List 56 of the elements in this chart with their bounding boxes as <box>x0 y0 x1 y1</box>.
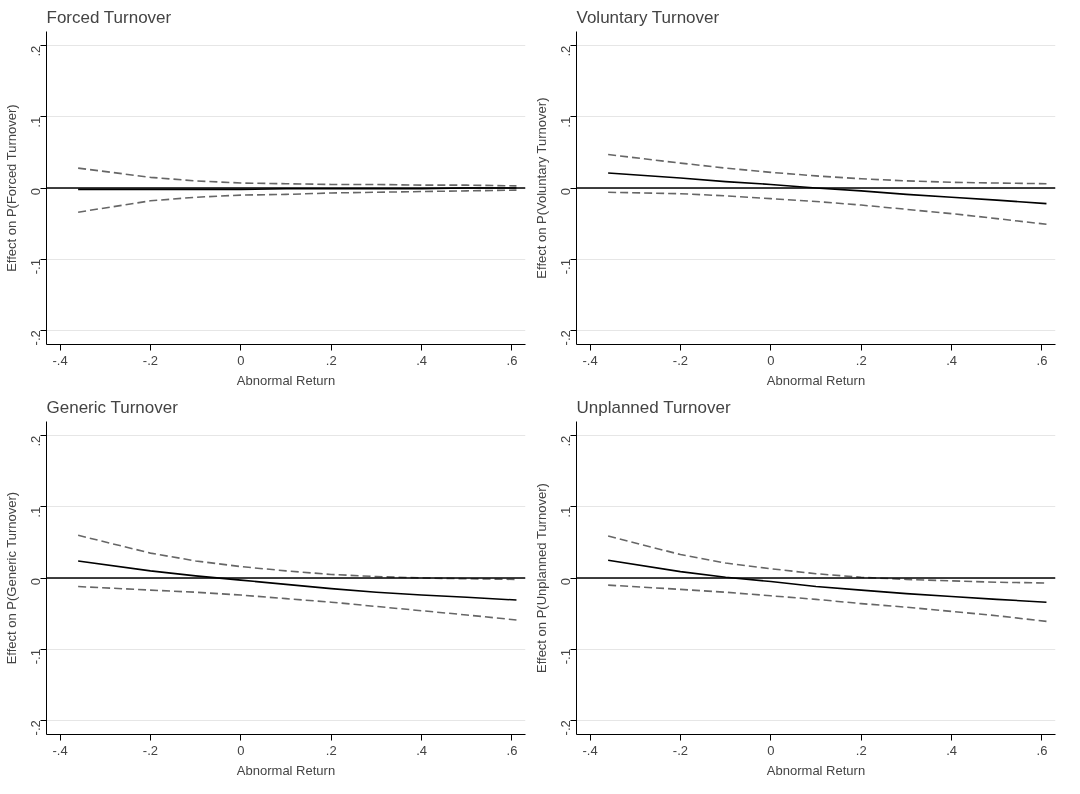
x-tick-label: 0 <box>767 352 775 368</box>
x-tick-label: .6 <box>1036 352 1048 368</box>
x-tick-label: -.4 <box>52 742 68 758</box>
y-tick-label: -.1 <box>28 649 43 665</box>
chart-title: Forced Turnover <box>46 7 172 27</box>
x-tick-label: -.2 <box>672 742 689 758</box>
y-tick-label: 0 <box>28 578 43 586</box>
x-tick-label: .2 <box>855 352 867 368</box>
x-axis-title: Abnormal Return <box>766 372 866 388</box>
x-tick-label: -.4 <box>582 352 598 368</box>
x-tick-label: -.2 <box>142 352 159 368</box>
x-tick-label: .6 <box>506 742 518 758</box>
x-tick-label: .4 <box>946 352 957 368</box>
y-tick-label: -.2 <box>558 330 573 346</box>
x-tick-label: -.2 <box>672 352 689 368</box>
x-tick-label: .4 <box>416 352 427 368</box>
y-axis-title: Effect on P(Unplanned Turnover) <box>533 483 549 674</box>
y-tick-label: 0 <box>558 578 573 586</box>
y-tick-label: -.2 <box>28 330 43 346</box>
y-tick-label: .1 <box>28 116 43 128</box>
y-tick-label: .2 <box>28 435 43 447</box>
x-tick-label: .2 <box>325 352 337 368</box>
x-tick-label: 0 <box>237 742 245 758</box>
x-axis-title: Abnormal Return <box>766 762 866 778</box>
x-tick-label: .6 <box>1036 742 1048 758</box>
y-axis-title: Effect on P(Generic Turnover) <box>3 491 19 665</box>
x-tick-label: .4 <box>416 742 427 758</box>
y-tick-label: 0 <box>558 188 573 196</box>
x-tick-label: 0 <box>767 742 775 758</box>
y-tick-label: -.1 <box>28 259 43 275</box>
y-axis-title: Effect on P(Forced Turnover) <box>3 104 19 272</box>
y-tick-label: .1 <box>28 506 43 518</box>
y-tick-label: .2 <box>558 45 573 57</box>
x-tick-label: -.4 <box>52 352 68 368</box>
x-tick-label: .2 <box>855 742 867 758</box>
y-tick-label: .1 <box>558 506 573 518</box>
chart-title: Generic Turnover <box>46 397 179 417</box>
y-tick-label: .1 <box>558 116 573 128</box>
x-tick-label: .4 <box>946 742 957 758</box>
y-axis-title: Effect on P(Voluntary Turnover) <box>533 97 549 279</box>
y-tick-label: 0 <box>28 188 43 196</box>
chart-title: Voluntary Turnover <box>576 7 720 27</box>
y-tick-label: -.2 <box>558 720 573 736</box>
x-tick-label: -.2 <box>142 742 159 758</box>
x-tick-label: .6 <box>506 352 518 368</box>
x-tick-label: .2 <box>325 742 337 758</box>
y-tick-label: -.2 <box>28 720 43 736</box>
chart-title: Unplanned Turnover <box>576 397 731 417</box>
x-tick-label: 0 <box>237 352 245 368</box>
y-tick-label: .2 <box>558 435 573 447</box>
x-axis-title: Abnormal Return <box>236 762 336 778</box>
y-tick-label: -.1 <box>558 649 573 665</box>
x-tick-label: -.4 <box>582 742 598 758</box>
y-tick-label: .2 <box>28 45 43 57</box>
y-tick-label: -.1 <box>558 259 573 275</box>
x-axis-title: Abnormal Return <box>236 372 336 388</box>
